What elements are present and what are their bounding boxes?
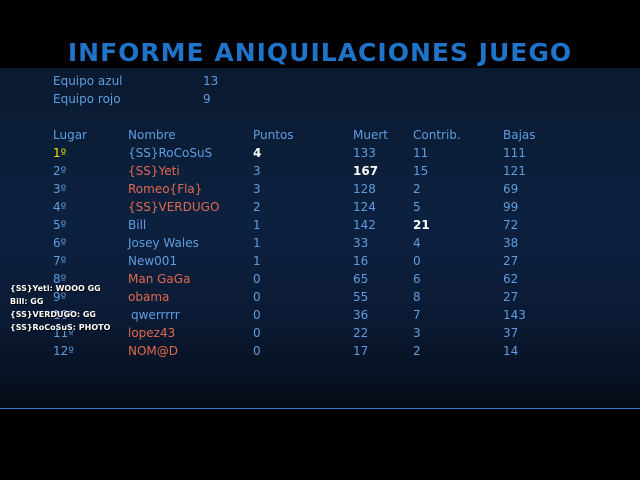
team-blue-score: 13 bbox=[203, 74, 219, 88]
row-kills: 121 bbox=[503, 164, 526, 178]
row-player-name: NOM@D bbox=[128, 344, 179, 358]
row-kills: 99 bbox=[503, 200, 519, 214]
row-kills: 62 bbox=[503, 272, 519, 286]
column-header-contrib: Contrib. bbox=[413, 128, 461, 142]
row-deaths: 142 bbox=[353, 218, 376, 232]
row-kills: 72 bbox=[503, 218, 519, 232]
row-contrib: 11 bbox=[413, 146, 429, 160]
row-rank: 3º bbox=[53, 182, 67, 196]
row-points: 0 bbox=[253, 272, 261, 286]
row-rank: 2º bbox=[53, 164, 67, 178]
row-deaths: 65 bbox=[353, 272, 369, 286]
row-contrib: 4 bbox=[413, 236, 421, 250]
row-points: 1 bbox=[253, 218, 261, 232]
team-blue-label: Equipo azul bbox=[53, 74, 123, 88]
row-points: 0 bbox=[253, 344, 261, 358]
row-rank: 9º bbox=[53, 290, 67, 304]
row-contrib: 2 bbox=[413, 182, 421, 196]
column-header-lugar: Lugar bbox=[53, 128, 87, 142]
row-contrib: 7 bbox=[413, 308, 421, 322]
page-title: INFORME ANIQUILACIONES JUEGO bbox=[67, 38, 573, 67]
row-contrib: 0 bbox=[413, 254, 421, 268]
row-player-name: obama bbox=[128, 290, 170, 304]
row-points: 0 bbox=[253, 326, 261, 340]
row-kills: 27 bbox=[503, 254, 519, 268]
row-contrib: 15 bbox=[413, 164, 429, 178]
row-deaths: 124 bbox=[353, 200, 376, 214]
column-header-nombre: Nombre bbox=[128, 128, 176, 142]
row-kills: 37 bbox=[503, 326, 519, 340]
team-red-label: Equipo rojo bbox=[53, 92, 121, 106]
chat-log: {SS}Yeti: WOOO GG Bill: GG {SS}VERDUGO: … bbox=[10, 282, 110, 334]
chat-message: {SS}Yeti: WOOO GG bbox=[10, 284, 101, 293]
column-header-muert: Muert bbox=[353, 128, 388, 142]
row-contrib: 21 bbox=[413, 218, 430, 232]
row-deaths: 33 bbox=[353, 236, 369, 250]
team-red-score: 9 bbox=[203, 92, 211, 106]
row-kills: 38 bbox=[503, 236, 519, 250]
row-deaths: 36 bbox=[353, 308, 369, 322]
row-points: 1 bbox=[253, 254, 261, 268]
row-deaths: 128 bbox=[353, 182, 376, 196]
row-deaths: 55 bbox=[353, 290, 369, 304]
row-contrib: 6 bbox=[413, 272, 421, 286]
row-player-name: Bill bbox=[128, 218, 147, 232]
row-deaths: 133 bbox=[353, 146, 376, 160]
row-rank: 1º bbox=[53, 146, 67, 160]
row-rank: 7º bbox=[53, 254, 67, 268]
row-points: 0 bbox=[253, 290, 261, 304]
row-player-name: qwerrrrr bbox=[131, 308, 180, 322]
row-kills: 27 bbox=[503, 290, 519, 304]
scoreboard-panel bbox=[0, 68, 640, 409]
row-contrib: 8 bbox=[413, 290, 421, 304]
row-rank: 8º bbox=[53, 272, 67, 286]
row-player-name: New001 bbox=[128, 254, 178, 268]
row-player-name: {SS}RoCoSuS bbox=[128, 146, 213, 160]
row-player-name: Josey Wales bbox=[128, 236, 199, 250]
row-kills: 69 bbox=[503, 182, 519, 196]
row-contrib: 3 bbox=[413, 326, 421, 340]
row-rank: 6º bbox=[53, 236, 67, 250]
row-rank: 11º bbox=[53, 326, 74, 340]
row-points: 3 bbox=[253, 182, 261, 196]
row-deaths: 17 bbox=[353, 344, 369, 358]
chat-message: {SS}VERDUGO: GG bbox=[10, 310, 96, 319]
row-kills: 111 bbox=[503, 146, 526, 160]
row-player-name: Man GaGa bbox=[128, 272, 191, 286]
row-points: 4 bbox=[253, 146, 262, 160]
row-points: 2 bbox=[253, 200, 261, 214]
row-player-name: {SS}Yeti bbox=[128, 164, 180, 178]
row-player-name: {SS}VERDUGO bbox=[128, 200, 220, 214]
row-kills: 143 bbox=[503, 308, 526, 322]
row-rank: 4º bbox=[53, 200, 67, 214]
row-kills: 14 bbox=[503, 344, 519, 358]
row-deaths: 167 bbox=[353, 164, 379, 178]
row-points: 3 bbox=[253, 164, 261, 178]
row-rank: 5º bbox=[53, 218, 67, 232]
column-header-puntos: Puntos bbox=[253, 128, 294, 142]
chat-message: {SS}RoCoSuS: PHOTO bbox=[10, 323, 111, 332]
row-contrib: 5 bbox=[413, 200, 421, 214]
row-deaths: 22 bbox=[353, 326, 369, 340]
row-deaths: 16 bbox=[353, 254, 369, 268]
row-rank: 12º bbox=[53, 344, 74, 358]
row-points: 0 bbox=[253, 308, 261, 322]
row-contrib: 2 bbox=[413, 344, 421, 358]
row-points: 1 bbox=[253, 236, 261, 250]
row-rank: 10º bbox=[53, 308, 74, 322]
chat-message: Bill: GG bbox=[10, 297, 44, 306]
row-player-name: Romeo{Fla} bbox=[128, 182, 203, 196]
column-header-bajas: Bajas bbox=[503, 128, 536, 142]
row-player-name: lopez43 bbox=[128, 326, 176, 340]
